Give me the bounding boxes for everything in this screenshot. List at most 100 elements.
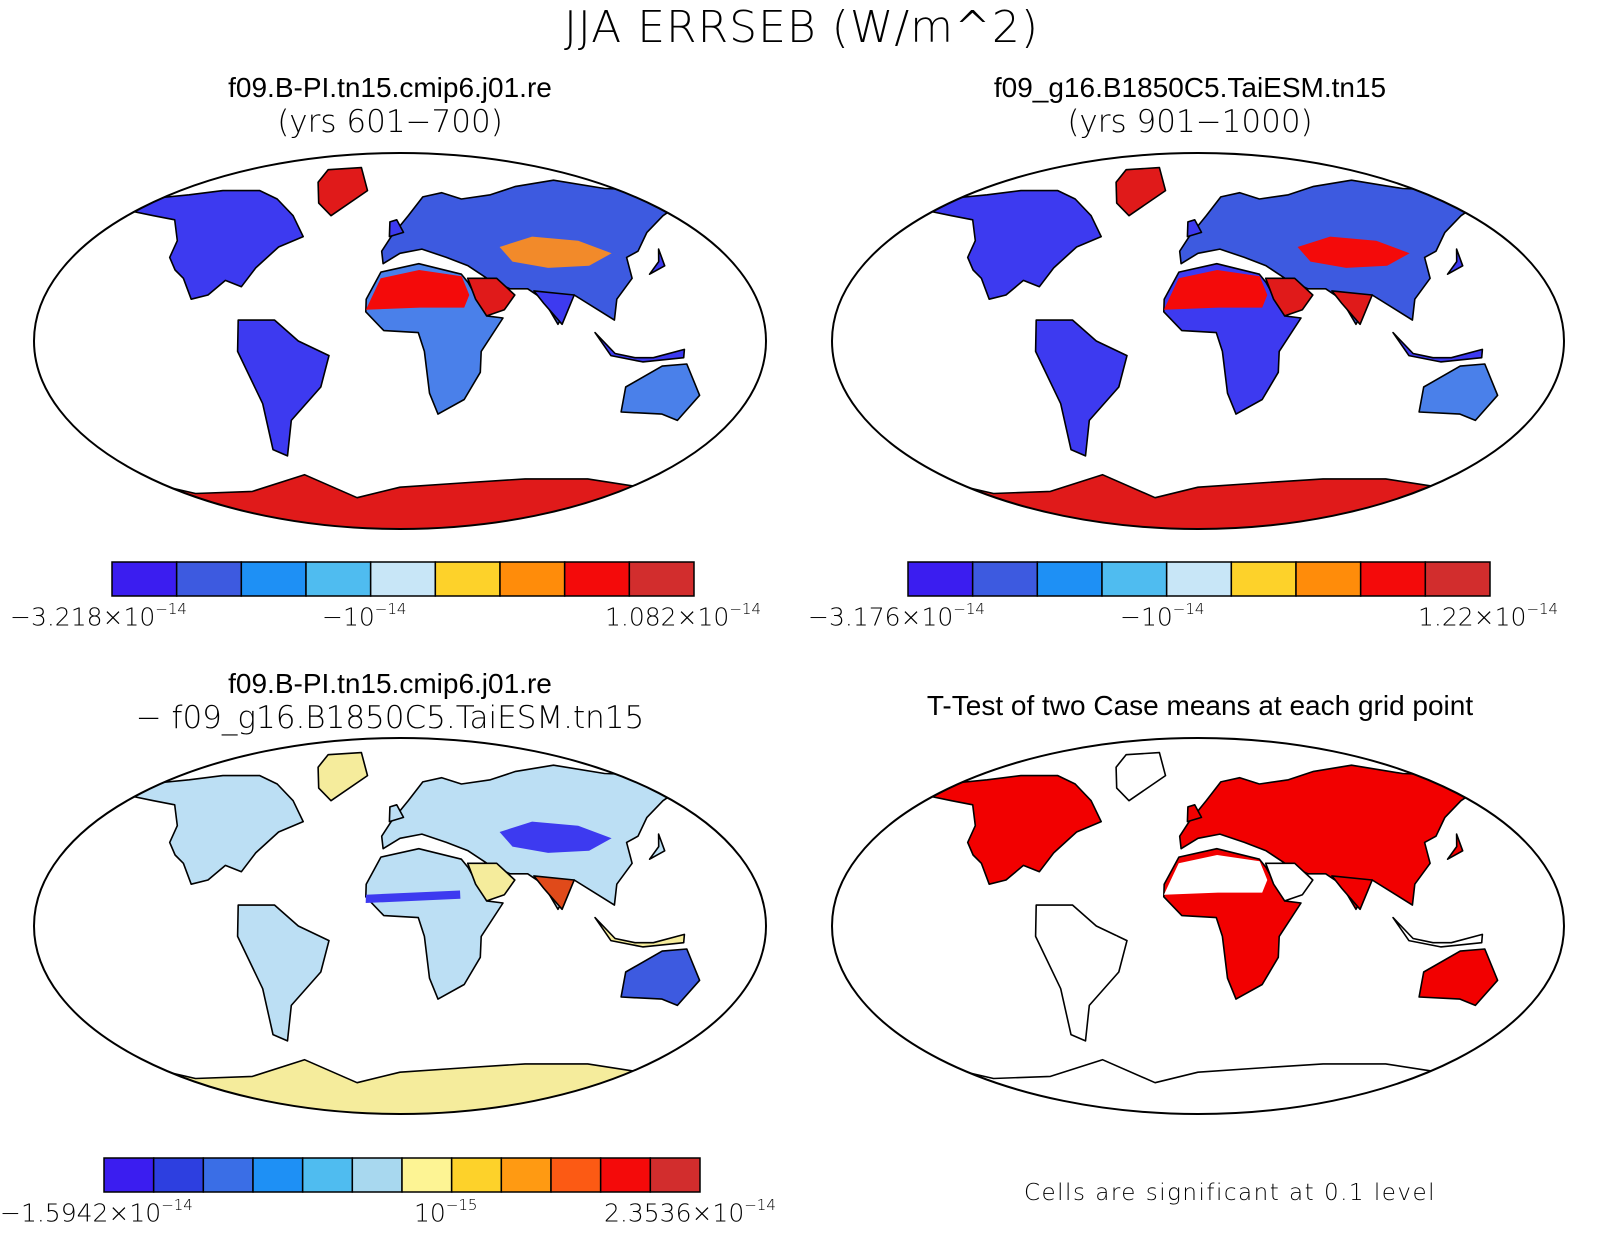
panel4-title-text: T-Test of two Case means at each grid po…: [926, 690, 1474, 721]
colorbar-swatch: [550, 1157, 602, 1193]
land-india: [1331, 875, 1373, 911]
desert-central-asia: [499, 236, 612, 268]
land-arabia: [466, 277, 516, 317]
colorbar-swatch: [351, 1157, 403, 1193]
land-greenland: [317, 166, 369, 217]
land-australia: [620, 363, 701, 422]
central-asia-band: [499, 821, 612, 853]
panel2-title-case: f09_g16.B1850C5.TaiESM.tn15: [993, 72, 1387, 103]
map-panel-case2: [831, 152, 1565, 530]
colorbar-swatch: [1359, 561, 1427, 597]
land-japan: [1446, 833, 1464, 860]
colorbar-swatch: [240, 561, 307, 597]
colorbar-swatch: [103, 1157, 155, 1193]
land-indonesia: [1392, 916, 1484, 948]
significance-note: Cells are significant at 0.1 level: [1023, 1180, 1437, 1206]
sahel-band: [365, 890, 461, 903]
colorbar-swatch: [1424, 561, 1491, 597]
land-indonesia: [1392, 331, 1484, 363]
land-uk: [388, 219, 405, 238]
land-northAmerica: [132, 774, 304, 885]
colorbar-case2-mid-label: −10−14: [1120, 600, 1205, 632]
colorbar-swatch: [907, 561, 974, 597]
land-japan: [648, 833, 666, 860]
land-japan: [1446, 248, 1464, 275]
land-arabia: [466, 862, 516, 902]
colorbar-swatch: [1101, 561, 1168, 597]
land-northAmerica: [930, 774, 1102, 885]
map-boundary: [33, 737, 767, 1115]
panel1-title-case: f09.B-PI.tn15.cmip6.j01.re: [228, 72, 552, 103]
colorbar-difference: [103, 1157, 701, 1193]
land-greenland: [317, 751, 369, 802]
land-northAmerica: [132, 189, 304, 300]
colorbar-swatch: [599, 1157, 652, 1193]
colorbar-case2: [907, 561, 1491, 597]
map-panel-case1: [33, 152, 767, 530]
land-southAmerica: [1034, 319, 1128, 457]
colorbar-swatch: [175, 561, 243, 597]
panel2-title: f09_g16.B1850C5.TaiESM.tn15 (yrs 901−100…: [860, 72, 1520, 140]
colorbar-swatch: [202, 1157, 254, 1193]
figure-title: JJA ERRSEB (W/m^2): [563, 2, 1040, 53]
panel2-title-years: (yrs 901−1000): [1067, 104, 1313, 140]
colorbar-difference-mid-label: 10−15: [414, 1196, 478, 1228]
panel1-title-years: (yrs 601−700): [277, 104, 503, 140]
land-india: [533, 875, 575, 911]
map-panel-ttest: [831, 737, 1565, 1115]
colorbar-case1: [111, 561, 695, 597]
land-southAmerica: [236, 319, 330, 457]
land-australia: [620, 948, 701, 1007]
non-significant-south-america: [1045, 936, 1117, 979]
colorbar-difference-max-label: 2.3536×10−14: [604, 1196, 776, 1228]
colorbar-swatch: [563, 561, 631, 597]
colorbar-swatch: [369, 561, 437, 597]
colorbar-swatch: [305, 561, 372, 597]
panel3-title: f09.B-PI.tn15.cmip6.j01.re − f09_g16.B18…: [60, 668, 720, 736]
panel4-title: T-Test of two Case means at each grid po…: [840, 690, 1560, 722]
map-boundary: [33, 152, 767, 530]
land-arabia: [1264, 862, 1314, 902]
desert-central-asia: [1297, 236, 1410, 268]
colorbar-case1-mid-label: −10−14: [322, 600, 407, 632]
land-india: [1331, 290, 1373, 326]
map-boundary: [831, 152, 1565, 530]
colorbar-swatch: [1295, 561, 1362, 597]
map-panel-difference: [33, 737, 767, 1115]
colorbar-swatch: [111, 561, 178, 597]
colorbar-difference-min-label: −1.5942×10−14: [0, 1196, 193, 1228]
land-indonesia: [594, 331, 686, 363]
colorbar-swatch: [401, 1157, 453, 1193]
panel3-title-case: f09.B-PI.tn15.cmip6.j01.re: [228, 668, 552, 699]
land-greenland: [1115, 166, 1167, 217]
colorbar-case2-min-label: −3.176×10−14: [808, 600, 985, 632]
colorbar-swatch: [434, 561, 501, 597]
land-indonesia: [594, 916, 686, 948]
colorbar-swatch: [500, 1157, 552, 1193]
colorbar-case1-max-label: 1.082×10−14: [605, 600, 761, 632]
land-africa: [365, 847, 504, 1000]
colorbar-swatch: [971, 561, 1039, 597]
desert-sahara: [365, 270, 470, 310]
land-arabia: [1264, 277, 1314, 317]
colorbar-swatch: [152, 1157, 205, 1193]
colorbar-swatch: [450, 1157, 503, 1193]
land-uk: [1186, 219, 1203, 238]
colorbar-case1-min-label: −3.218×10−14: [10, 600, 187, 632]
land-india: [533, 290, 575, 326]
colorbar-swatch: [252, 1157, 304, 1193]
land-greenland: [1115, 751, 1167, 802]
non-significant-sahara: [1163, 855, 1268, 895]
desert-sahara: [1163, 270, 1268, 310]
colorbar-swatch: [649, 1157, 701, 1193]
land-eurasia: [1178, 764, 1481, 911]
colorbar-swatch: [628, 561, 695, 597]
panel3-title-minus-case: − f09_g16.B1850C5.TaiESM.tn15: [135, 700, 645, 736]
colorbar-swatch: [1036, 561, 1103, 597]
land-japan: [648, 248, 666, 275]
colorbar-swatch: [1165, 561, 1233, 597]
colorbar-case2-max-label: 1.22×10−14: [1418, 600, 1559, 632]
colorbar-swatch: [301, 1157, 354, 1193]
colorbar-swatch: [499, 561, 566, 597]
land-australia: [1418, 948, 1499, 1007]
